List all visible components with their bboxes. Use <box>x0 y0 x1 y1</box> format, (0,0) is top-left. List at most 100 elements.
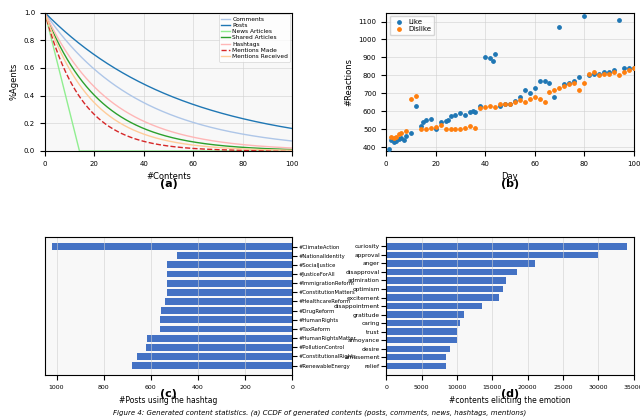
Dislike <box>455 126 465 133</box>
Line: News Articles: News Articles <box>45 13 292 151</box>
Dislike <box>500 101 510 108</box>
Like <box>500 101 510 108</box>
Like <box>623 65 634 72</box>
Dislike <box>420 125 431 132</box>
Bar <box>386 329 457 335</box>
X-axis label: #Posts using the hashtag: #Posts using the hashtag <box>119 396 218 404</box>
Hashtags <box>289 146 296 151</box>
Like <box>470 109 481 116</box>
Shared Articles <box>155 131 163 136</box>
Legend: Like, Dislike: Like, Dislike <box>390 16 434 35</box>
Like <box>488 58 498 64</box>
Like <box>383 146 394 153</box>
Bar <box>160 317 292 323</box>
Dislike <box>545 88 555 95</box>
Like <box>431 126 441 133</box>
Like <box>564 79 574 86</box>
Mentions Received <box>41 10 49 15</box>
Like <box>418 119 428 126</box>
Like <box>515 94 525 100</box>
Like <box>584 72 594 79</box>
Like <box>614 16 624 23</box>
Posts <box>236 116 243 121</box>
Bar <box>386 303 482 309</box>
Like <box>549 94 559 100</box>
Dislike <box>564 81 574 88</box>
Like <box>589 70 599 77</box>
Bar <box>167 261 292 268</box>
Shared Articles <box>281 147 289 152</box>
Legend: Comments, Posts, News Articles, Shared Articles, Hashtags, Mentions Made, Mentio: Comments, Posts, News Articles, Shared A… <box>219 14 291 62</box>
Dislike <box>594 72 604 79</box>
Hashtags <box>281 145 289 150</box>
Like <box>426 115 436 122</box>
Dislike <box>525 95 535 102</box>
X-axis label: #Contents: #Contents <box>146 172 191 181</box>
Comments <box>281 138 289 143</box>
Like <box>386 137 396 143</box>
Like <box>509 97 520 104</box>
Dislike <box>505 101 515 108</box>
Dislike <box>480 103 490 110</box>
Like <box>495 103 505 109</box>
Dislike <box>426 124 436 131</box>
Like <box>594 70 604 77</box>
Hashtags <box>155 125 163 130</box>
Bar <box>386 269 517 275</box>
Dislike <box>569 79 579 86</box>
Line: Comments: Comments <box>45 13 292 141</box>
Mentions Received <box>54 43 61 48</box>
Comments <box>161 110 169 115</box>
Dislike <box>559 83 570 90</box>
Like <box>505 101 515 108</box>
Dislike <box>534 95 545 102</box>
Dislike <box>574 86 584 93</box>
Comments <box>155 107 163 112</box>
Mentions Made <box>281 148 289 153</box>
Like <box>468 108 478 115</box>
Posts <box>281 125 289 130</box>
Dislike <box>509 99 520 106</box>
Like <box>391 138 401 144</box>
Mentions Received <box>161 138 169 143</box>
Mentions Received <box>236 146 243 151</box>
X-axis label: #contents eliciting the emotion: #contents eliciting the emotion <box>449 396 571 404</box>
Text: Figure 4: Generated content statistics. (a) CCDF of generated contents (posts, c: Figure 4: Generated content statistics. … <box>113 410 527 417</box>
News Articles <box>236 148 244 153</box>
Mentions Received <box>281 148 289 153</box>
Like <box>559 81 570 88</box>
News Articles <box>161 148 169 153</box>
Bar <box>52 243 292 250</box>
Bar <box>137 353 292 360</box>
Like <box>490 50 500 57</box>
Y-axis label: #Reactions: #Reactions <box>344 58 353 106</box>
Posts <box>289 126 296 131</box>
Shared Articles <box>41 10 49 15</box>
Like <box>554 23 564 30</box>
Hashtags <box>281 145 289 150</box>
Text: (c): (c) <box>160 389 177 399</box>
Dislike <box>614 72 624 79</box>
Bar <box>386 354 446 360</box>
Bar <box>386 346 450 352</box>
Bar <box>161 307 292 314</box>
Posts <box>41 10 49 15</box>
Bar <box>386 337 457 344</box>
Hashtags <box>236 142 243 147</box>
Dislike <box>623 67 634 73</box>
Comments <box>289 138 296 143</box>
Like <box>545 79 555 86</box>
Bar <box>386 320 460 327</box>
Shared Articles <box>161 133 169 138</box>
Bar <box>386 277 506 284</box>
Dislike <box>584 70 594 77</box>
Dislike <box>445 126 456 133</box>
X-axis label: Day: Day <box>502 172 518 181</box>
Like <box>540 78 550 84</box>
Posts <box>155 88 163 93</box>
Like <box>619 65 629 72</box>
Line: Mentions Received: Mentions Received <box>45 13 292 150</box>
Dislike <box>431 123 441 130</box>
News Articles <box>289 148 296 153</box>
Dislike <box>388 135 399 142</box>
